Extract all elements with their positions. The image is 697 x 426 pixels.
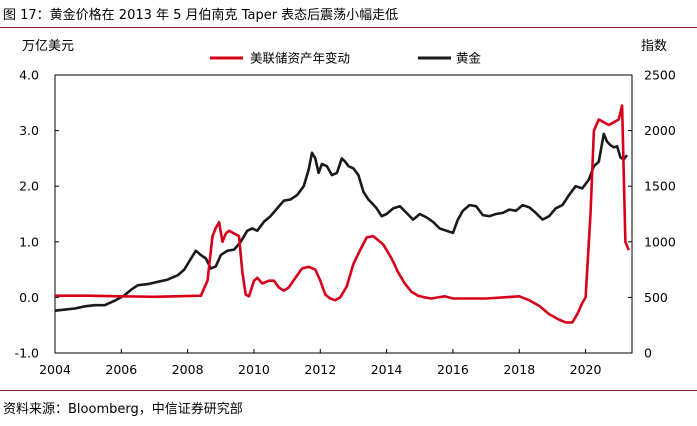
left-axis-title: 万亿美元: [22, 39, 74, 54]
left-tick-label: 0.0: [19, 290, 39, 305]
x-tick-label: 2012: [304, 362, 336, 377]
x-tick-label: 2020: [570, 362, 602, 377]
left-tick-label: 4.0: [19, 68, 39, 83]
legend-entry-gold: 黄金: [456, 51, 482, 66]
right-tick-label: 1500: [644, 179, 676, 194]
x-tick-label: 2006: [105, 362, 137, 377]
legend-entry-fed-assets: 美联储资产年变动: [250, 51, 350, 66]
x-tick-label: 2018: [503, 362, 535, 377]
right-tick-label: 2500: [644, 68, 676, 83]
series-layer: [54, 104, 630, 324]
x-tick-label: 2016: [437, 362, 469, 377]
right-axis-title: 指数: [641, 39, 667, 54]
left-tick-label: 3.0: [19, 123, 39, 138]
right-tick-label: 1000: [644, 234, 676, 249]
right-axis-ticks: 2500 2000 1500 1000 500 0: [628, 68, 676, 361]
x-tick-label: 2008: [172, 362, 204, 377]
left-axis-ticks: 4.0 3.0 2.0 1.0 0.0 -1.0: [15, 68, 59, 361]
right-tick-label: 500: [644, 290, 668, 305]
right-tick-label: 2000: [644, 123, 676, 138]
x-tick-label: 2004: [39, 362, 71, 377]
title-divider: [0, 27, 697, 28]
left-tick-label: 1.0: [19, 234, 39, 249]
x-tick-label: 2010: [238, 362, 270, 377]
fed-assets-series-line: [55, 104, 630, 324]
gold-series-line: [54, 132, 629, 312]
plot-frame: [54, 74, 633, 354]
source-divider: [0, 390, 697, 391]
source-note: 资料来源：Bloomberg，中信证券研究部: [3, 402, 243, 417]
right-tick-label: 0: [644, 346, 652, 361]
left-tick-label: -1.0: [15, 346, 39, 361]
x-tick-label: 2014: [371, 362, 403, 377]
legend: 美联储资产年变动 黄金: [210, 51, 482, 66]
chart-title: 图 17：黄金价格在 2013 年 5 月伯南克 Taper 表态后震荡小幅走低: [3, 8, 399, 23]
x-axis-ticks: 2004 2006 2008 2010 2012 2014 2016 2018 2020: [39, 349, 602, 377]
left-tick-label: 2.0: [19, 179, 39, 194]
